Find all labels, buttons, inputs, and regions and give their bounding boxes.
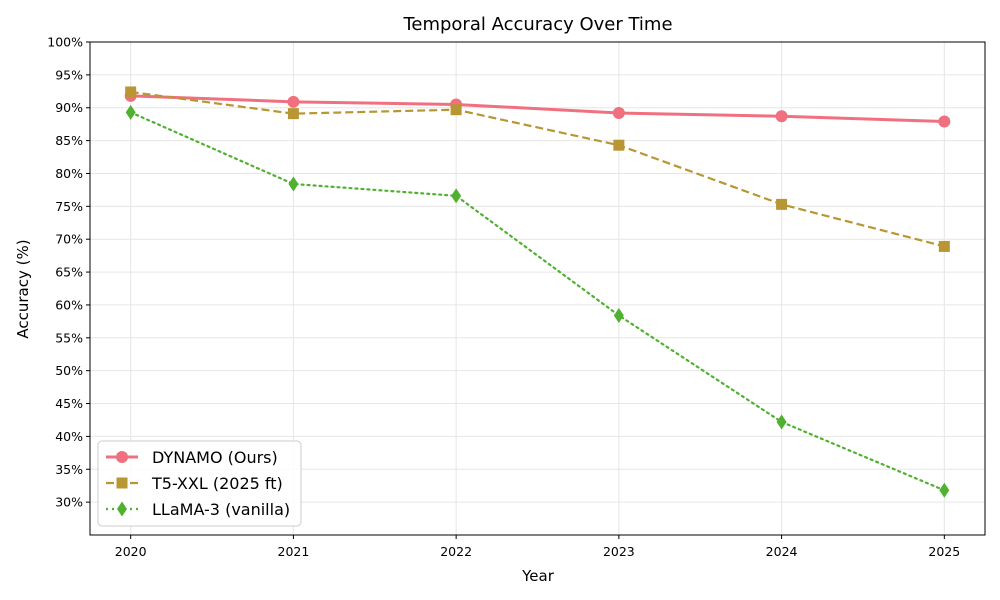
y-tick-label: 60%	[55, 297, 83, 312]
legend-swatch-marker	[116, 477, 128, 489]
data-point	[287, 95, 300, 108]
data-point	[450, 104, 462, 116]
y-tick-label: 95%	[55, 67, 83, 82]
series-line	[130, 90, 945, 248]
y-tick-label: 100%	[47, 35, 83, 50]
data-point	[613, 307, 624, 323]
x-tick-label: 2020	[115, 544, 147, 559]
legend-swatch-marker	[116, 451, 128, 463]
x-tick-label: 2022	[440, 544, 472, 559]
x-tick-label: 2025	[928, 544, 960, 559]
series-dynamo-ours	[124, 89, 951, 128]
y-tick-label: 85%	[55, 133, 83, 148]
legend-entry: DYNAMO (Ours)	[106, 448, 278, 467]
y-axis: 30% 35% 40% 45% 50% 55% 60% 65% 70% 75% 80% 85% 90% 9…	[47, 35, 90, 510]
y-tick-label: 50%	[55, 363, 83, 378]
legend-label: LLaMA-3 (vanilla)	[152, 500, 290, 519]
chart-title: Temporal Accuracy Over Time	[402, 14, 672, 35]
y-tick-label: 80%	[55, 166, 83, 181]
x-axis: 2020 2021 2022 2023 2024 2025	[115, 535, 960, 559]
data-point	[451, 188, 462, 204]
series-line	[129, 111, 946, 492]
y-tick-label: 65%	[55, 265, 83, 280]
data-point	[125, 104, 136, 120]
series-t5-xxl-2025-ft	[125, 86, 950, 252]
data-point	[776, 414, 787, 430]
data-point	[776, 198, 788, 210]
y-tick-label: 40%	[55, 429, 83, 444]
legend-entry: LLaMA-3 (vanilla)	[106, 500, 290, 519]
x-tick-label: 2023	[603, 544, 635, 559]
y-tick-label: 45%	[55, 396, 83, 411]
legend-label: DYNAMO (Ours)	[152, 448, 278, 467]
legend-label: T5-XXL (2025 ft)	[151, 474, 283, 493]
y-tick-label: 90%	[55, 100, 83, 115]
legend-swatch-marker	[117, 501, 127, 517]
y-tick-label: 30%	[55, 495, 83, 510]
data-point	[125, 86, 137, 98]
series-layer	[124, 86, 951, 498]
data-point	[612, 106, 625, 119]
plot-frame	[89, 41, 986, 536]
x-tick-label: 2021	[278, 544, 310, 559]
y-tick-label: 75%	[55, 199, 83, 214]
data-point	[287, 108, 299, 120]
series-llama-3-vanilla	[125, 104, 950, 498]
y-tick-label: 55%	[55, 330, 83, 345]
legend-box	[97, 440, 302, 527]
data-point	[939, 482, 950, 498]
x-axis-label: Year	[521, 567, 555, 585]
legend-entry: T5-XXL (2025 ft)	[106, 474, 283, 493]
data-point	[775, 110, 788, 123]
legend: DYNAMO (Ours) T5-XXL (2025 ft) LLaMA-3 (va…	[97, 440, 302, 527]
x-tick-label: 2024	[766, 544, 798, 559]
series-line	[130, 94, 945, 124]
y-tick-label: 70%	[55, 232, 83, 247]
data-point	[938, 115, 951, 128]
y-tick-label: 35%	[55, 462, 83, 477]
y-axis-label: Accuracy (%)	[14, 239, 32, 338]
data-point	[938, 240, 950, 252]
data-point	[288, 176, 299, 192]
data-point	[613, 139, 625, 151]
